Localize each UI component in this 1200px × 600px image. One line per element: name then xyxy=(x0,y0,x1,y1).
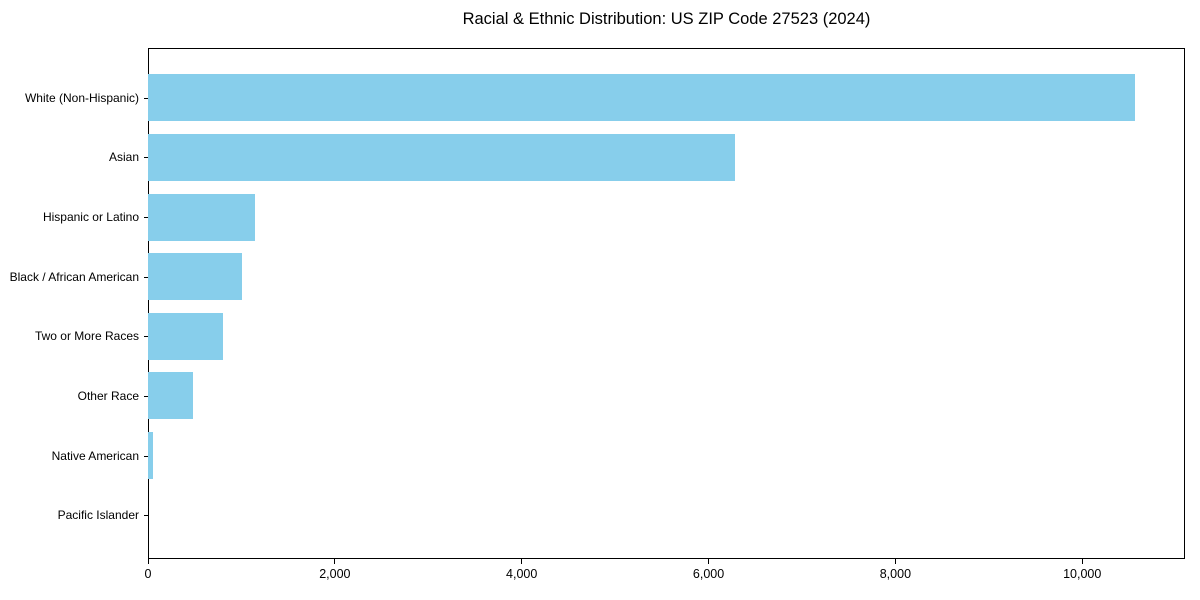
y-axis-label: Two or More Races xyxy=(34,329,139,344)
y-axis-label-box: Asian xyxy=(0,128,148,188)
y-axis-label-box: Pacific Islander xyxy=(0,485,148,545)
x-tick-mark xyxy=(147,559,149,564)
y-tick-mark xyxy=(144,97,148,99)
y-tick-mark xyxy=(144,455,148,457)
x-axis: 0 2,000 4,000 6,000 8,000 10,000 xyxy=(144,559,1185,593)
y-tick-mark xyxy=(144,157,148,159)
x-tick-mark xyxy=(334,559,336,564)
x-axis-tick-label: 6,000 xyxy=(692,567,725,581)
bar-track xyxy=(148,247,1185,307)
y-axis-label-box: Two or More Races xyxy=(0,307,148,367)
bars-container: White (Non-Hispanic) Asian Hispanic or Lat… xyxy=(0,48,1185,559)
y-tick-mark xyxy=(144,217,148,219)
bar-row: White (Non-Hispanic) xyxy=(0,68,1185,128)
bar xyxy=(148,74,1136,122)
bar xyxy=(148,312,223,360)
x-axis-tick-label: 10,000 xyxy=(1063,567,1102,581)
bar-track xyxy=(148,128,1185,188)
y-axis-label: Pacific Islander xyxy=(57,508,139,523)
bar-row: Two or More Races xyxy=(0,307,1185,367)
x-tick-mark xyxy=(894,559,896,564)
bar-row: Black / African American xyxy=(0,247,1185,307)
x-axis-tick-label: 8,000 xyxy=(879,567,912,581)
y-tick-mark xyxy=(144,515,148,517)
bar-row: Hispanic or Latino xyxy=(0,187,1185,247)
x-tick-mark xyxy=(708,559,710,564)
bar-track xyxy=(148,307,1185,367)
y-axis-label: Hispanic or Latino xyxy=(42,210,139,225)
y-axis-label-box: Native American xyxy=(0,426,148,486)
y-axis-label: Asian xyxy=(108,150,139,165)
bar-track xyxy=(148,187,1185,247)
bar-track xyxy=(148,426,1185,486)
y-axis-label: Other Race xyxy=(77,388,139,403)
x-axis-tick-label: 4,000 xyxy=(506,567,538,581)
plot-area xyxy=(148,48,1185,559)
y-axis-label: White (Non-Hispanic) xyxy=(24,90,139,105)
bar xyxy=(148,133,735,181)
y-tick-mark xyxy=(144,336,148,338)
x-tick-mark xyxy=(1081,559,1083,564)
bar-track xyxy=(148,68,1185,128)
y-axis-label-box: Black / African American xyxy=(0,247,148,307)
y-axis-label: Native American xyxy=(51,448,139,463)
bar xyxy=(148,193,255,241)
y-axis-label-box: Other Race xyxy=(0,366,148,426)
x-axis-tick-label: 2,000 xyxy=(319,567,351,581)
y-axis-label: Black / African American xyxy=(9,269,139,284)
y-tick-mark xyxy=(144,395,148,397)
y-axis-label-box: White (Non-Hispanic) xyxy=(0,68,148,128)
bar-row: Pacific Islander xyxy=(0,485,1185,545)
bar xyxy=(148,372,193,420)
bar-track xyxy=(148,366,1185,426)
x-axis-tick-label: 0 xyxy=(144,567,152,581)
x-tick-mark xyxy=(521,559,523,564)
bar-row: Other Race xyxy=(0,366,1185,426)
bar-row: Native American xyxy=(0,426,1185,486)
y-axis-label-box: Hispanic or Latino xyxy=(0,187,148,247)
bar xyxy=(148,253,243,301)
chart-title: Racial & Ethnic Distribution: US ZIP Cod… xyxy=(462,10,871,28)
bar-track xyxy=(148,485,1185,545)
bar-row: Asian xyxy=(0,128,1185,188)
y-tick-mark xyxy=(144,276,148,278)
bar xyxy=(148,432,153,480)
